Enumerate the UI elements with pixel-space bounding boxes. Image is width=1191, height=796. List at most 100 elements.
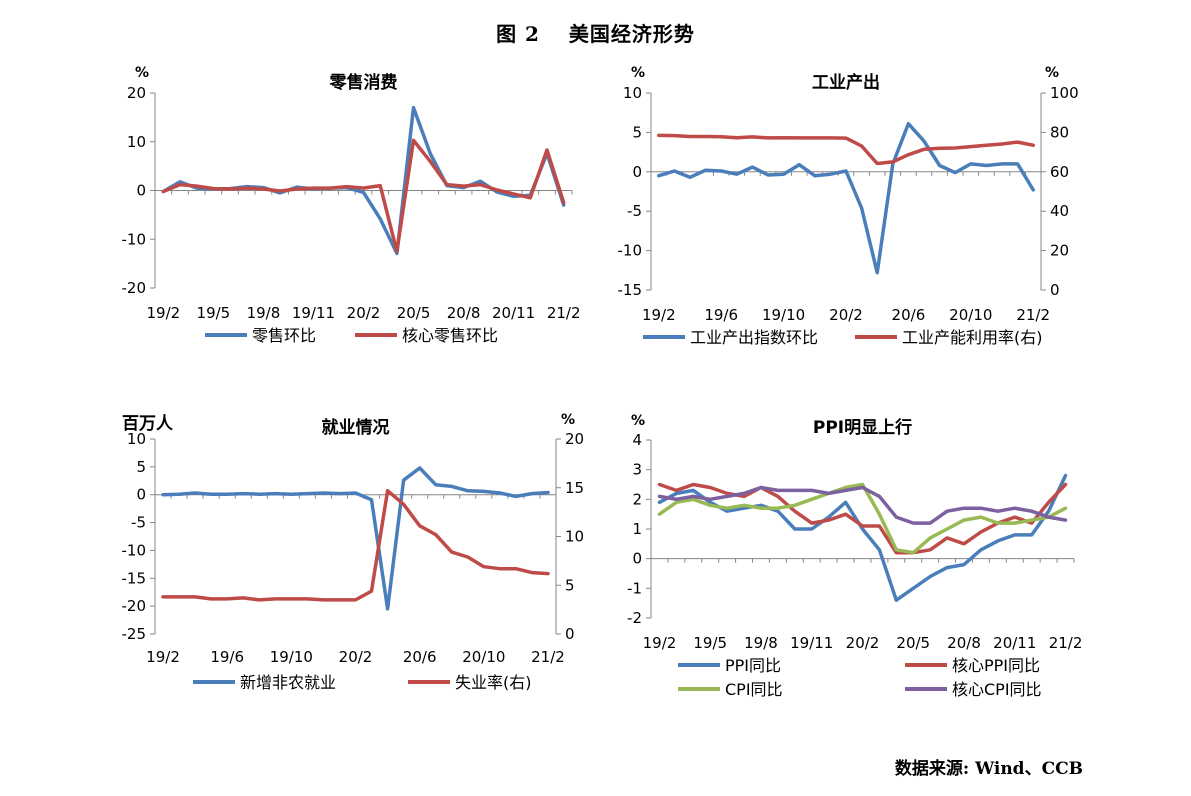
y-tick-label: 4 (632, 431, 642, 449)
y-tick-label: 3 (632, 461, 642, 479)
y2-tick-label: 80 (1050, 123, 1069, 141)
x-tick-label: 21/2 (1049, 634, 1083, 652)
y-tick-label: 2 (632, 490, 642, 508)
chart-title: 就业情况 (322, 417, 390, 438)
x-tick-label: 20/11 (492, 304, 535, 322)
y-tick-label: -10 (122, 541, 147, 559)
y-axis-unit-right: % (561, 412, 575, 428)
chart-title: 工业产出 (812, 72, 880, 93)
y2-tick-label: 5 (565, 576, 575, 594)
y-tick-label: -15 (122, 569, 147, 587)
legend-label-2: 核心零售环比 (402, 326, 498, 345)
series-line-1 (161, 105, 566, 256)
x-tick-label: 19/2 (146, 304, 180, 322)
x-tick-label: 20/11 (993, 634, 1036, 652)
ppi-chart: PPI明显上行% -2 -1 0 1 2 3 4 19/2 19/5 19/8 19/11 20/2 20… (627, 413, 1083, 699)
y2-tick-label: 0 (565, 625, 575, 643)
y2-tick-label: 60 (1050, 163, 1069, 181)
y-tick-label: -10 (122, 230, 147, 248)
x-tick-label: 19/6 (210, 648, 244, 666)
employment-chart: 就业情况 百万人 % -25 -20 -15 -10 -5 0 5 10 0 5 10 15 20 19/2 19… (122, 412, 585, 692)
y-tick-label: -10 (618, 242, 643, 260)
y-axis-unit-left: % (631, 413, 645, 429)
x-tick-label: 19/2 (642, 306, 676, 324)
y-tick-label: -20 (122, 597, 147, 615)
y2-tick-label: 10 (565, 528, 584, 546)
legend-label-2: 核心PPI同比 (952, 656, 1040, 675)
x-tick-label: 19/11 (790, 634, 833, 652)
x-tick-label: 20/8 (447, 304, 481, 322)
y-tick-label: 10 (623, 84, 642, 102)
series-line-2 (657, 482, 1068, 555)
y-tick-label: -20 (122, 279, 147, 297)
x-tick-label: 19/10 (270, 648, 313, 666)
legend-label-4: 核心CPI同比 (952, 680, 1042, 699)
legend-label-3: CPI同比 (725, 680, 783, 699)
x-tick-label: 20/10 (949, 306, 992, 324)
y-tick-label: 0 (632, 550, 642, 568)
x-tick-label: 21/2 (531, 648, 565, 666)
y-tick-label: 5 (632, 123, 642, 141)
legend-label-1: 零售环比 (252, 326, 316, 345)
y2-tick-label: 40 (1050, 202, 1069, 220)
y-axis-unit-left: % (135, 65, 149, 81)
x-tick-label: 19/10 (762, 306, 805, 324)
y2-tick-label: 20 (1050, 242, 1069, 260)
x-tick-label: 20/10 (462, 648, 505, 666)
chart-title: PPI明显上行 (813, 417, 912, 438)
y2-tick-label: 15 (565, 479, 584, 497)
series-line-2 (161, 138, 566, 254)
x-tick-label: 20/6 (892, 306, 926, 324)
x-tick-label: 19/11 (292, 304, 335, 322)
y-tick-label: 10 (127, 430, 146, 448)
x-tick-label: 20/2 (846, 634, 880, 652)
y-axis-unit-right: % (1045, 65, 1059, 81)
y-axis-unit-left: 百万人 (122, 414, 174, 434)
x-tick-label: 20/5 (397, 304, 431, 322)
chart-title: 零售消费 (329, 72, 398, 93)
x-tick-label: 21/2 (547, 304, 581, 322)
series-line-2 (657, 133, 1035, 166)
y2-tick-label: 100 (1050, 84, 1079, 102)
legend-label-2: 工业产能利用率(右) (902, 328, 1043, 347)
y-tick-label: 1 (632, 520, 642, 538)
y-tick-label: -15 (618, 281, 643, 299)
x-tick-label: 21/2 (1016, 306, 1050, 324)
x-tick-label: 19/8 (247, 304, 281, 322)
series-line-1 (657, 121, 1035, 275)
y-tick-label: 20 (127, 84, 146, 102)
x-tick-label: 20/2 (339, 648, 373, 666)
y-tick-label: -2 (627, 609, 642, 627)
legend-label-1: PPI同比 (725, 656, 781, 675)
x-tick-label: 19/6 (704, 306, 738, 324)
x-tick-label: 20/6 (403, 648, 437, 666)
x-tick-label: 20/8 (947, 634, 981, 652)
x-tick-label: 19/5 (693, 634, 727, 652)
y-tick-label: 0 (136, 182, 146, 200)
series-line-2 (161, 488, 550, 602)
retail-chart: 零售消费% -20 -10 0 10 20 19/2 19/5 19/8 19/11 20/2 20/… (122, 65, 581, 345)
series-line-4 (657, 485, 1068, 525)
legend-label-2: 失业率(右) (455, 673, 532, 692)
y-tick-label: -5 (131, 514, 146, 532)
legend-label-1: 新增非农就业 (240, 673, 336, 692)
y-tick-label: 10 (127, 133, 146, 151)
y-tick-label: -1 (627, 579, 642, 597)
y-tick-label: 5 (136, 458, 146, 476)
y-tick-label: -25 (122, 625, 147, 643)
x-tick-label: 19/8 (744, 634, 778, 652)
y-tick-label: 0 (632, 163, 642, 181)
y-tick-label: 0 (136, 486, 146, 504)
series-line-3 (657, 482, 1068, 555)
series-line-1 (161, 466, 550, 611)
x-tick-label: 20/5 (896, 634, 930, 652)
y2-tick-label: 0 (1050, 281, 1060, 299)
figure-title: 图 2 美国经济形势 (496, 22, 695, 46)
x-tick-label: 20/2 (829, 306, 863, 324)
x-tick-label: 19/2 (146, 648, 180, 666)
x-tick-label: 19/5 (197, 304, 231, 322)
y-axis-unit-left: % (631, 65, 645, 81)
y-tick-label: -5 (627, 202, 642, 220)
series-line-1 (657, 473, 1068, 602)
x-tick-label: 19/2 (643, 634, 677, 652)
